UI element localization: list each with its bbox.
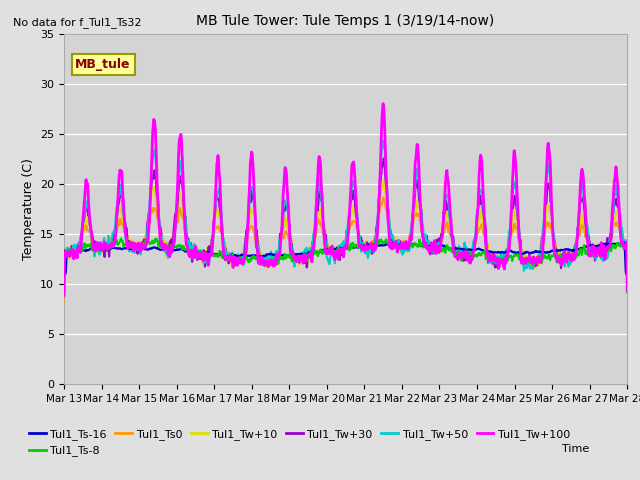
Text: Time: Time [561,444,589,454]
Text: MB_tule: MB_tule [76,58,131,71]
Legend: Tul1_Ts-16, Tul1_Ts-8, Tul1_Ts0, Tul1_Tw+10, Tul1_Tw+30, Tul1_Tw+50, Tul1_Tw+100: Tul1_Ts-16, Tul1_Ts-8, Tul1_Ts0, Tul1_Tw… [24,425,575,461]
Y-axis label: Temperature (C): Temperature (C) [22,158,35,260]
Title: MB Tule Tower: Tule Temps 1 (3/19/14-now): MB Tule Tower: Tule Temps 1 (3/19/14-now… [196,14,495,28]
Text: No data for f_Tul1_Ts32: No data for f_Tul1_Ts32 [13,17,141,28]
